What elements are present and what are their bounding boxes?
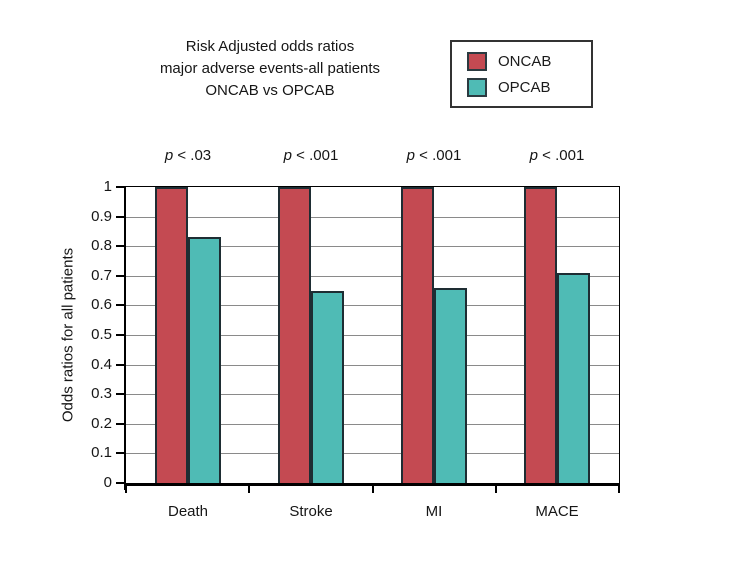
x-tick: [248, 486, 250, 493]
gridline: [126, 217, 619, 218]
p-value-annotation: p < .001: [406, 147, 462, 164]
plot-frame-right: [619, 186, 620, 484]
x-category-label: MI: [425, 503, 443, 520]
legend-swatch-oncab: [467, 51, 487, 71]
p-value-annotation: p < .001: [283, 147, 339, 164]
y-tick-label: 0.6: [91, 296, 112, 313]
legend-item-opcab: OPCAB: [467, 77, 591, 97]
y-tick-label: 1: [103, 178, 112, 195]
y-tick: [116, 186, 124, 188]
x-category-label: Stroke: [289, 503, 333, 520]
bar-opcab-stroke: [311, 291, 344, 483]
bar-oncab-mace: [524, 187, 557, 483]
chart-title-line-1: Risk Adjusted odds ratios: [185, 38, 355, 55]
y-tick-label: 0.2: [91, 415, 112, 432]
x-tick: [495, 486, 497, 493]
plot-frame-top: [126, 186, 620, 187]
bar-opcab-death: [188, 237, 221, 483]
y-tick: [116, 393, 124, 395]
y-tick-label: 0.9: [91, 208, 112, 225]
legend-swatch-opcab: [467, 77, 487, 97]
y-tick-label: 0: [103, 474, 112, 491]
gridline: [126, 305, 619, 306]
y-tick-label: 0.1: [91, 444, 112, 461]
p-value-annotation: p < .001: [529, 147, 585, 164]
chart-title-line-3: ONCAB vs OPCAB: [205, 82, 335, 99]
y-tick-label: 0.5: [91, 326, 112, 343]
y-tick: [116, 423, 124, 425]
gridline: [126, 276, 619, 277]
x-category-label: MACE: [535, 503, 579, 520]
bar-opcab-mi: [434, 288, 467, 483]
y-tick: [116, 334, 124, 336]
y-tick-label: 0.7: [91, 267, 112, 284]
p-symbol: p: [406, 147, 416, 164]
y-tick: [116, 482, 124, 484]
legend-label-opcab: OPCAB: [498, 78, 551, 96]
bar-oncab-mi: [401, 187, 434, 483]
x-tick: [125, 486, 127, 493]
gridline: [126, 453, 619, 454]
y-tick: [116, 216, 124, 218]
y-tick: [116, 364, 124, 366]
legend-label-oncab: ONCAB: [498, 52, 552, 70]
y-tick-label: 0.3: [91, 385, 112, 402]
bar-oncab-death: [155, 187, 188, 483]
p-value-annotation: p < .03: [164, 147, 212, 164]
p-symbol: p: [164, 147, 174, 164]
x-axis-line: [124, 483, 620, 486]
x-tick: [372, 486, 374, 493]
y-tick: [116, 452, 124, 454]
y-tick: [116, 245, 124, 247]
gridline: [126, 246, 619, 247]
gridline: [126, 335, 619, 336]
bar-oncab-stroke: [278, 187, 311, 483]
chart-title-line-2: major adverse events-all patients: [159, 60, 381, 77]
p-symbol: p: [529, 147, 539, 164]
chart-title: Risk Adjusted odds ratios major adverse …: [100, 36, 440, 102]
y-tick: [116, 304, 124, 306]
y-tick-label: 0.8: [91, 237, 112, 254]
legend-item-oncab: ONCAB: [467, 51, 591, 71]
gridline: [126, 394, 619, 395]
y-axis-line: [124, 186, 126, 490]
gridline: [126, 424, 619, 425]
x-category-label: Death: [167, 503, 209, 520]
y-tick: [116, 275, 124, 277]
gridline: [126, 365, 619, 366]
p-symbol: p: [283, 147, 293, 164]
bar-opcab-mace: [557, 273, 590, 483]
y-tick-label: 0.4: [91, 356, 112, 373]
x-tick: [618, 486, 620, 493]
legend: ONCAB OPCAB: [450, 40, 593, 108]
